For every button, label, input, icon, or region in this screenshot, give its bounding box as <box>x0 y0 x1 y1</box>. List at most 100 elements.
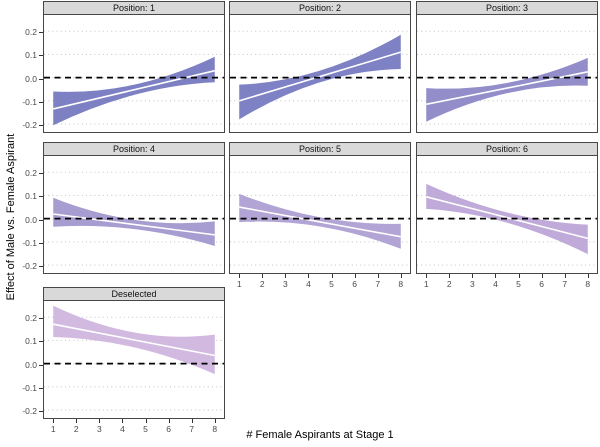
facet-panel: Position: 4 <box>43 142 225 274</box>
x-tick-label: 6 <box>539 279 544 289</box>
x-tick-label: 7 <box>562 279 568 289</box>
y-tick-mark <box>39 32 43 34</box>
x-tick-label: 1 <box>423 279 429 289</box>
x-tick-mark <box>541 274 543 278</box>
panel-plot-svg <box>230 30 410 125</box>
x-tick-mark <box>214 419 216 423</box>
y-tick-mark <box>39 55 43 57</box>
x-tick-label: 6 <box>166 424 171 434</box>
y-tick-mark <box>39 411 43 413</box>
x-tick-label: 2 <box>259 279 265 289</box>
x-tick-mark <box>99 419 101 423</box>
panel-plot-area <box>229 156 411 274</box>
y-tick-label: 0.1 <box>25 50 37 61</box>
fit-line <box>426 196 588 240</box>
x-tick-mark <box>400 274 402 278</box>
x-tick-mark <box>426 274 428 278</box>
y-tick-mark <box>39 364 43 366</box>
panel-plot-svg <box>44 305 224 411</box>
y-tick-mark <box>39 101 43 103</box>
panel-plot-area <box>43 15 225 133</box>
y-tick-label: 0.0 <box>25 359 37 370</box>
y-tick-label: -0.2 <box>22 406 37 417</box>
y-tick-mark <box>39 78 43 80</box>
x-tick-mark <box>377 274 379 278</box>
y-tick-label: 0.2 <box>25 27 37 38</box>
facet-panel: Position: 1 <box>43 1 225 133</box>
facet-strip-label: Deselected <box>43 287 225 301</box>
fit-line <box>53 69 215 110</box>
panel-plot-area <box>43 156 225 274</box>
facet-panel: Position: 3 <box>416 1 598 133</box>
y-tick-label: 0.1 <box>25 336 37 347</box>
x-tick-label: 2 <box>446 279 452 289</box>
y-tick-mark <box>39 173 43 175</box>
x-tick-mark <box>122 419 124 423</box>
x-tick-mark <box>472 274 474 278</box>
y-tick-mark <box>39 318 43 320</box>
x-tick-label: 3 <box>283 279 288 289</box>
confidence-ribbon <box>426 57 588 122</box>
panel-plot-area <box>43 301 225 419</box>
y-tick-mark <box>39 266 43 268</box>
x-tick-label: 4 <box>120 424 125 434</box>
facet-strip-label: Position: 1 <box>43 1 225 15</box>
facet-panel: Deselected <box>43 287 225 419</box>
x-tick-label: 8 <box>585 279 591 289</box>
x-tick-mark <box>449 274 451 278</box>
panel-plot-svg <box>44 171 224 266</box>
fit-line <box>53 213 215 236</box>
x-tick-mark <box>239 274 241 278</box>
x-tick-label: 4 <box>493 279 498 289</box>
facet-panel: Position: 2 <box>229 1 411 133</box>
fit-line <box>426 71 588 106</box>
y-tick-mark <box>39 341 43 343</box>
facet-strip-label: Position: 6 <box>416 142 598 156</box>
panel-plot-svg <box>417 30 597 125</box>
fit-line <box>238 51 402 102</box>
fit-line <box>53 323 215 357</box>
facet-panel: Position: 6 <box>416 142 598 274</box>
x-tick-mark <box>587 274 589 278</box>
x-tick-label: 1 <box>50 424 56 434</box>
x-tick-mark <box>331 274 333 278</box>
confidence-ribbon <box>53 197 215 247</box>
y-tick-mark <box>39 219 43 221</box>
x-tick-label: 7 <box>375 279 381 289</box>
confidence-ribbon <box>53 56 215 126</box>
x-tick-label: 6 <box>352 279 357 289</box>
x-tick-label: 8 <box>212 424 218 434</box>
y-tick-label: -0.2 <box>22 261 37 272</box>
facet-strip-label: Position: 4 <box>43 142 225 156</box>
y-tick-mark <box>39 196 43 198</box>
y-tick-label: 0.0 <box>25 214 37 225</box>
panel-plot-svg <box>417 171 597 266</box>
facet-strip-label: Position: 3 <box>416 1 598 15</box>
x-tick-mark <box>53 419 55 423</box>
x-tick-label: 8 <box>398 279 404 289</box>
x-tick-mark <box>145 419 147 423</box>
x-axis-title: # Female Aspirants at Stage 1 <box>246 429 394 441</box>
y-tick-mark <box>39 387 43 389</box>
y-tick-label: 0.0 <box>25 73 37 84</box>
y-tick-label: -0.1 <box>22 96 37 107</box>
x-tick-mark <box>308 274 310 278</box>
x-tick-mark <box>191 419 193 423</box>
x-tick-label: 5 <box>516 279 521 289</box>
facet-strip-label: Position: 2 <box>229 1 411 15</box>
facet-panel: Position: 5 <box>229 142 411 274</box>
panel-plot-area <box>416 156 598 274</box>
x-tick-mark <box>495 274 497 278</box>
x-tick-label: 5 <box>143 424 148 434</box>
y-tick-label: -0.2 <box>22 120 37 131</box>
panel-plot-area <box>416 15 598 133</box>
x-tick-mark <box>168 419 170 423</box>
panel-plot-svg <box>44 30 224 126</box>
y-tick-label: -0.1 <box>22 382 37 393</box>
x-tick-mark <box>564 274 566 278</box>
x-tick-mark <box>76 419 78 423</box>
y-tick-mark <box>39 125 43 127</box>
x-tick-label: 1 <box>236 279 242 289</box>
x-tick-mark <box>518 274 520 278</box>
